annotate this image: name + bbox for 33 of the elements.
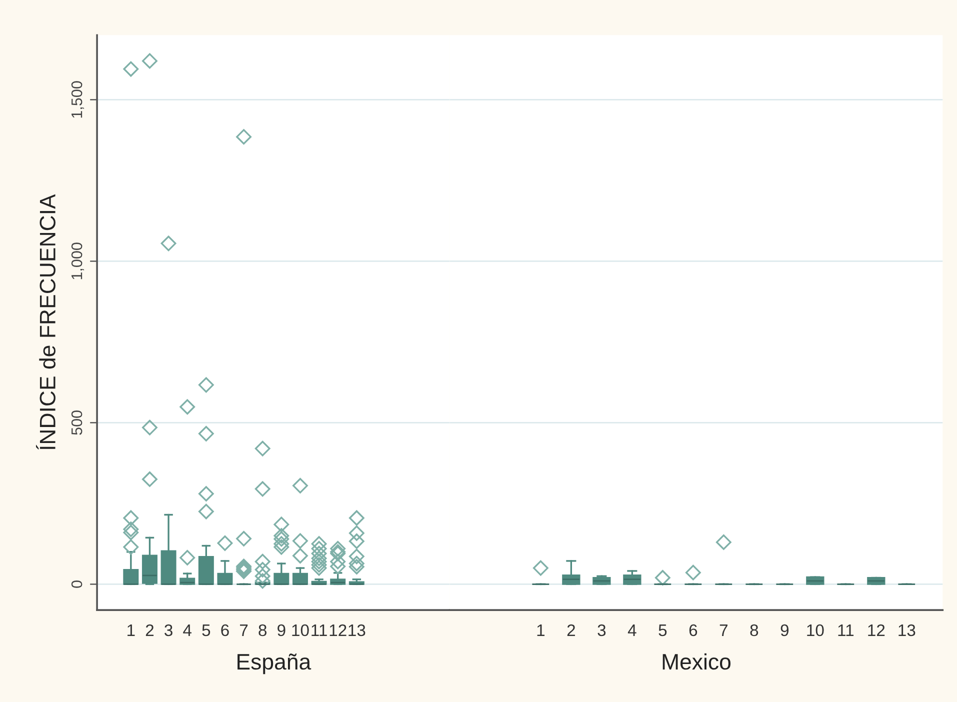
y-tick-label: 1,000 [71, 242, 84, 280]
x-axis-title: España [238, 654, 312, 674]
x-tick-label: 8 [258, 624, 267, 636]
x-tick-label: 13 [348, 624, 366, 636]
x-tick-label: 10 [292, 624, 309, 636]
x-tick-label: 5 [658, 624, 667, 636]
x-tick-label: 7 [720, 624, 728, 636]
y-tick-label: 0 [71, 580, 82, 588]
x-tick-label: 7 [240, 624, 248, 636]
y-tick-label: 500 [71, 410, 82, 435]
x-tick-label: 11 [838, 624, 854, 636]
x-tick-label: 9 [278, 624, 286, 636]
x-tick-label: 3 [598, 624, 606, 636]
y-axis-title: ÍNDICE de FRECUENCIA [36, 194, 56, 450]
x-tick-label: 3 [164, 624, 172, 636]
x-tick-label: 6 [689, 624, 698, 636]
x-tick-label: 10 [807, 624, 824, 636]
x-tick-label: 13 [898, 624, 916, 636]
x-tick-label: 12 [868, 624, 885, 636]
x-tick-label: 5 [202, 624, 210, 636]
x-tick-label: 8 [750, 624, 758, 636]
x-tick-label: 4 [183, 624, 192, 636]
x-tick-label: 1 [537, 624, 544, 636]
x-tick-label: 9 [780, 624, 789, 636]
x-tick-label: 12 [330, 624, 346, 636]
x-axis-title: Mexico [662, 653, 730, 670]
x-tick-label: 6 [221, 624, 229, 636]
y-tick-label: 1,500 [71, 81, 84, 118]
x-tick-label: 1 [128, 624, 135, 636]
x-tick-label: 2 [567, 624, 575, 636]
x-tick-label: 2 [146, 624, 154, 636]
x-tick-label: 4 [628, 624, 636, 636]
x-tick-label: 11 [312, 624, 327, 636]
